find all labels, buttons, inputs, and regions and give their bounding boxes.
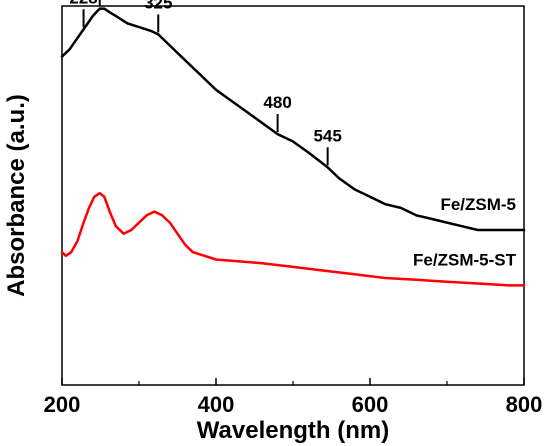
peak-label: 325 bbox=[144, 0, 172, 12]
x-tick-label: 200 bbox=[44, 392, 81, 417]
peak-label: 480 bbox=[263, 93, 291, 112]
legend-entry: Fe/ZSM-5 bbox=[440, 195, 516, 214]
y-axis-title: Absorbance (a.u.) bbox=[3, 94, 30, 297]
series-line-fe-zsm-5 bbox=[60, 7, 526, 232]
x-axis-title: Wavelength (nm) bbox=[197, 417, 389, 444]
legend-entry: Fe/ZSM-5-ST bbox=[413, 250, 517, 269]
series-layer bbox=[60, 7, 526, 287]
peak-label: 228 bbox=[69, 0, 97, 7]
plot-area: 228249325480545 Fe/ZSM-5Fe/ZSM-5-ST 2004… bbox=[44, 0, 543, 417]
annotation-layer: 228249325480545 bbox=[69, 0, 342, 166]
x-tick-label: 600 bbox=[352, 392, 389, 417]
x-tick-label: 800 bbox=[506, 392, 543, 417]
legend-layer: Fe/ZSM-5 Fe/ZSM-5-ST bbox=[413, 195, 517, 269]
series-line-fe-zsm-5-st bbox=[60, 191, 526, 287]
x-tick-label: 400 bbox=[198, 392, 235, 417]
x-ticks: 200 400 600 800 bbox=[44, 378, 543, 417]
peak-label: 545 bbox=[313, 126, 341, 145]
